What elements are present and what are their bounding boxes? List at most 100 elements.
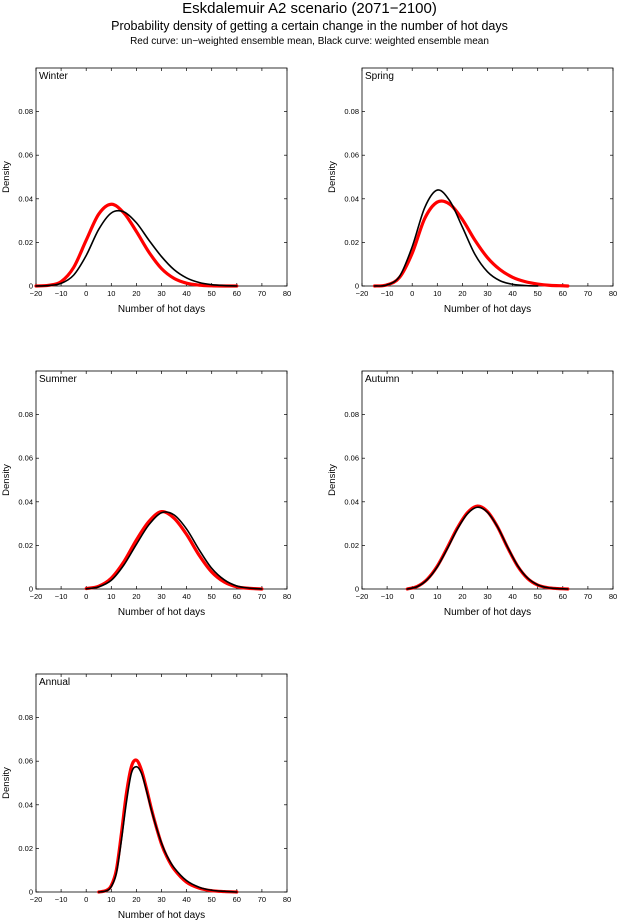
panel-title: Annual (39, 677, 70, 688)
x-tick-label: −20 (30, 592, 43, 601)
page-subtitle: Probability density of getting a certain… (111, 19, 508, 33)
x-tick-label: 80 (609, 592, 617, 601)
panel-winter: −20 −10 0 10 20 30 40 50 60 70 80 0 0.02 0.04 0.06 0.08… (1, 67, 291, 315)
x-tick-label: 10 (107, 895, 115, 904)
plot-frame (35, 673, 288, 893)
page-title: Eskdalemuir A2 scenario (2071−2100) (182, 0, 437, 17)
x-tick-label: 70 (258, 895, 266, 904)
x-tick-label: 10 (433, 289, 441, 298)
panel-title: Autumn (365, 374, 399, 385)
panel-annual: −20 −10 0 10 20 30 40 50 60 70 80 0 0.02 0.04 0.06 0.08… (1, 673, 291, 920)
plot-frame (361, 370, 614, 590)
y-tick-label: 0.02 (344, 238, 359, 247)
plot-frame (361, 67, 614, 287)
y-axis-label: Density (1, 767, 12, 799)
x-tick-label: 0 (84, 592, 88, 601)
y-tick-label: 0.04 (18, 800, 33, 809)
x-tick-label: −10 (55, 289, 68, 298)
x-tick-label: 20 (132, 895, 140, 904)
x-axis-label: Number of hot days (444, 304, 531, 315)
x-tick-label: 0 (410, 592, 414, 601)
x-tick-label: 20 (132, 289, 140, 298)
unweighted-curve (372, 199, 570, 288)
x-tick-label: 30 (157, 289, 165, 298)
y-tick-label: 0.02 (18, 844, 33, 853)
x-tick-label: 10 (433, 592, 441, 601)
y-tick-label: 0 (29, 888, 33, 897)
x-tick-label: 30 (483, 289, 491, 298)
y-tick-label: 0.04 (344, 497, 359, 506)
x-tick-label: 20 (458, 289, 466, 298)
x-tick-label: 0 (84, 895, 88, 904)
x-tick-label: 10 (107, 592, 115, 601)
x-tick-label: 40 (508, 289, 516, 298)
x-axis-label: Number of hot days (444, 607, 531, 618)
unweighted-curve (97, 758, 239, 894)
panel-title: Winter (39, 71, 69, 82)
y-tick-label: 0.08 (344, 410, 359, 419)
x-tick-label: −10 (381, 289, 394, 298)
y-axis-label: Density (327, 161, 338, 193)
x-tick-label: 30 (157, 592, 165, 601)
x-axis-label: Number of hot days (118, 910, 205, 920)
plot-frame (35, 67, 288, 287)
weighted-curve (406, 506, 569, 590)
x-tick-label: 50 (208, 592, 216, 601)
x-tick-label: 60 (233, 895, 241, 904)
y-tick-label: 0 (29, 585, 33, 594)
panel-title: Spring (365, 71, 394, 82)
x-axis-label: Number of hot days (118, 304, 205, 315)
panel-title: Summer (39, 374, 77, 385)
x-tick-label: 70 (258, 289, 266, 298)
y-tick-label: 0 (355, 585, 359, 594)
x-tick-label: 40 (182, 895, 190, 904)
panel-autumn: −20 −10 0 10 20 30 40 50 60 70 80 0 0.02 0.04 0.06 0.08… (327, 370, 617, 618)
panel-summer: −20 −10 0 10 20 30 40 50 60 70 80 0 0.02 0.04 0.06 0.08… (1, 370, 291, 618)
x-tick-label: −10 (55, 895, 68, 904)
x-tick-label: 40 (508, 592, 516, 601)
x-tick-label: 40 (182, 289, 190, 298)
x-tick-label: 20 (132, 592, 140, 601)
x-tick-label: −20 (30, 895, 43, 904)
x-tick-label: −20 (356, 289, 369, 298)
x-tick-label: −20 (356, 592, 369, 601)
x-tick-label: 80 (283, 895, 291, 904)
y-tick-label: 0.02 (18, 541, 33, 550)
unweighted-curve (84, 509, 264, 591)
x-tick-label: 20 (458, 592, 466, 601)
y-tick-label: 0.04 (344, 194, 359, 203)
x-tick-label: 50 (208, 895, 216, 904)
y-axis-label: Density (1, 464, 12, 496)
y-tick-label: 0.02 (344, 541, 359, 550)
y-tick-label: 0.06 (344, 151, 359, 160)
y-axis-label: Density (1, 161, 12, 193)
y-tick-label: 0.06 (18, 151, 33, 160)
x-tick-label: 60 (559, 289, 567, 298)
x-tick-label: 50 (534, 289, 542, 298)
x-tick-label: 10 (107, 289, 115, 298)
x-tick-label: 50 (208, 289, 216, 298)
x-tick-label: 30 (483, 592, 491, 601)
y-tick-label: 0.04 (18, 497, 33, 506)
x-tick-label: 70 (584, 289, 592, 298)
weighted-curve (97, 765, 238, 893)
y-tick-label: 0.04 (18, 194, 33, 203)
x-tick-label: −20 (30, 289, 43, 298)
x-tick-label: 60 (233, 289, 241, 298)
x-tick-label: 80 (609, 289, 617, 298)
y-tick-label: 0.06 (344, 454, 359, 463)
panel-spring: −20 −10 0 10 20 30 40 50 60 70 80 0 0.02 0.04 0.06 0.08… (327, 67, 617, 315)
x-tick-label: 80 (283, 289, 291, 298)
weighted-curve (35, 209, 238, 287)
y-tick-label: 0 (29, 282, 33, 291)
y-tick-label: 0.08 (18, 107, 33, 116)
y-tick-label: 0.08 (344, 107, 359, 116)
x-axis-label: Number of hot days (118, 607, 205, 618)
unweighted-curve (34, 202, 239, 288)
y-tick-label: 0.08 (18, 410, 33, 419)
x-tick-label: 40 (182, 592, 190, 601)
x-tick-label: 30 (157, 895, 165, 904)
x-tick-label: 80 (283, 592, 291, 601)
x-tick-label: 70 (258, 592, 266, 601)
